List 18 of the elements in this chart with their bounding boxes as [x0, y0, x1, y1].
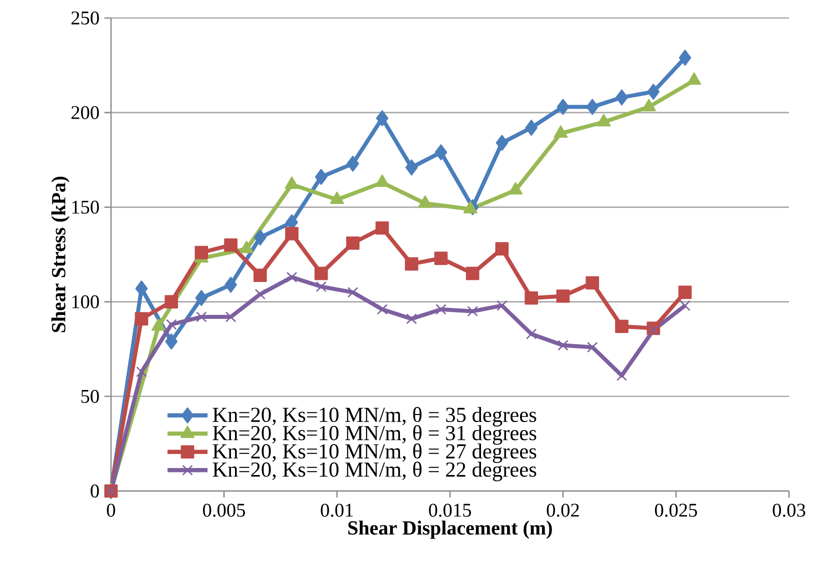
- legend-label: Kn=20, Ks=10 MN/m, θ = 27 degrees: [212, 443, 536, 463]
- y-tick-label: 100: [72, 295, 99, 308]
- x-tick-label: 0.01: [320, 504, 353, 517]
- x-tick-label: 0.015: [428, 504, 471, 517]
- legend-label: Kn=20, Ks=10 MN/m, θ = 35 degrees: [212, 406, 536, 426]
- x-tick-label: 0.025: [654, 504, 697, 517]
- legend-label: Kn=20, Ks=10 MN/m, θ = 22 degrees: [212, 462, 536, 482]
- x-tick-label: 0.03: [772, 504, 806, 517]
- y-tick-label: 0: [90, 484, 99, 498]
- x-tick-label: 0.02: [546, 504, 579, 517]
- y-axis-title: Shear Stress (kPa): [51, 176, 70, 332]
- x-tick-label: 0: [106, 504, 116, 517]
- x-axis-title: Shear Displacement (m): [348, 520, 552, 539]
- x-tick-label: 0.005: [202, 504, 245, 517]
- y-tick-label: 250: [71, 11, 99, 25]
- y-tick-label: 200: [71, 106, 99, 120]
- y-tick-label: 50: [81, 390, 99, 403]
- y-tick-label: 150: [72, 200, 99, 214]
